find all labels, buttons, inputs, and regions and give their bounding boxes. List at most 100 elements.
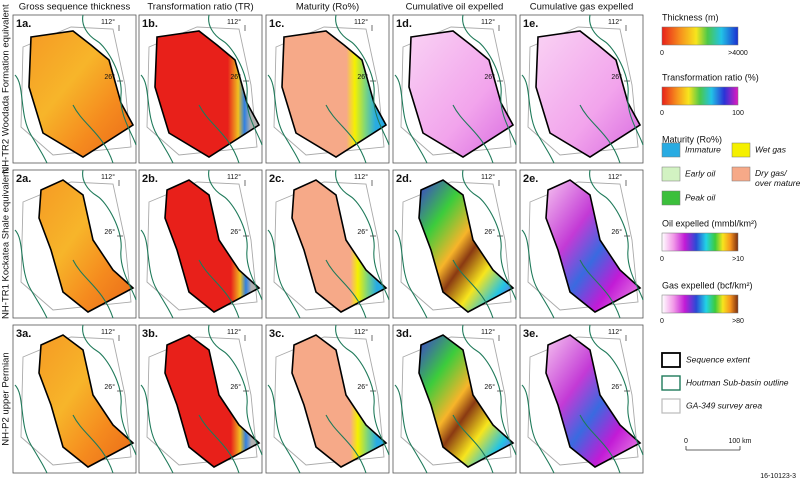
outline-label: Sequence extent (686, 354, 750, 364)
latitude-label: 26° (104, 73, 115, 81)
longitude-label: 112° (227, 173, 241, 181)
colorbar-max: >10 (732, 256, 744, 263)
longitude-label: 112° (608, 173, 622, 181)
scale-min: 0 (684, 438, 688, 445)
panel-label: 3d. (396, 328, 412, 340)
column-header: Maturity (Ro%) (296, 2, 359, 13)
basin-outline (267, 169, 390, 319)
panel-label: 2d. (396, 173, 412, 185)
latitude-label: 26° (357, 73, 368, 81)
map-panel: 112° 26° 3d. (392, 324, 517, 474)
panel-label: 2a. (16, 173, 31, 185)
basin-outline (14, 169, 137, 319)
longitude-label: 112° (481, 173, 495, 181)
outline-swatch (661, 398, 681, 414)
longitude-label: 112° (354, 18, 368, 26)
latitude-label: 26° (611, 228, 622, 236)
basin-outline (140, 324, 263, 474)
longitude-label: 112° (354, 328, 368, 336)
legend-title: Gas expelled (bcf/km²) (662, 280, 753, 290)
map-panel: 112° 26° 3b. (138, 324, 263, 474)
column-header: Cumulative gas expelled (530, 2, 634, 13)
outline-label: GA-349 survey area (686, 400, 762, 410)
panel-label: 1b. (142, 18, 158, 30)
sequence-extent (291, 179, 388, 313)
colorbar-min: 0 (660, 318, 664, 325)
basin-outline (267, 324, 390, 474)
colorbar-max: 100 (732, 110, 744, 117)
basin-outline (140, 14, 263, 164)
panel-label: 2b. (142, 173, 158, 185)
scale-max: 100 km (729, 438, 752, 445)
row-label: NH-TR2 Woodada Formation equivalent (1, 4, 12, 174)
sequence-extent (38, 179, 135, 313)
basin-outline (521, 324, 644, 474)
latitude-label: 26° (484, 228, 495, 236)
map-panel: 112° 26° 1b. (138, 14, 263, 164)
panel-label: 3c. (269, 328, 284, 340)
basin-outline (14, 324, 137, 474)
latitude-label: 26° (484, 73, 495, 81)
longitude-label: 112° (227, 328, 241, 336)
legend-title: Maturity (Ro%) (662, 134, 722, 144)
basin-outline (394, 14, 517, 164)
maturity-swatch (661, 190, 681, 206)
basin-outline (394, 169, 517, 319)
basin-outline (14, 14, 137, 164)
maturity-label: Dry gas/over mature (755, 168, 800, 188)
basin-outline (267, 14, 390, 164)
colorbar (661, 294, 739, 314)
longitude-label: 112° (481, 18, 495, 26)
colorbar-max: >4000 (728, 50, 748, 57)
longitude-label: 112° (101, 18, 115, 26)
map-panel: 112° 26° 1a. (12, 14, 137, 164)
sequence-extent (38, 334, 135, 468)
latitude-label: 26° (104, 383, 115, 391)
maturity-label: Early oil (685, 168, 716, 178)
sequence-extent (164, 334, 261, 468)
column-header: Gross sequence thickness (19, 2, 131, 13)
panel-label: 1d. (396, 18, 412, 30)
maturity-label: Wet gas (755, 144, 787, 154)
maturity-label: Immature (685, 144, 721, 154)
latitude-label: 26° (357, 383, 368, 391)
column-header: Cumulative oil expelled (406, 2, 504, 13)
column-header: Transformation ratio (TR) (147, 2, 253, 13)
map-panel: 112° 26° 3e. (519, 324, 644, 474)
sequence-extent (545, 334, 642, 468)
longitude-label: 112° (608, 18, 622, 26)
legend-title: Transformation ratio (%) (662, 72, 759, 82)
colorbar-max: >80 (732, 318, 744, 325)
map-panel: 112° 26° 2c. (265, 169, 390, 319)
sequence-extent (545, 179, 642, 313)
outline-swatch (661, 352, 681, 368)
sequence-extent (154, 30, 261, 158)
outline-label: Houtman Sub-basin outline (686, 377, 789, 387)
row-label: NH-TR1 Kockatea Shale equivalent (1, 169, 12, 319)
map-panel: 112° 26° 2e. (519, 169, 644, 319)
maturity-swatch (661, 142, 681, 158)
map-panel: 112° 26° 1d. (392, 14, 517, 164)
longitude-label: 112° (481, 328, 495, 336)
figure-id: 16-10123-3 (760, 473, 796, 480)
panel-label: 2c. (269, 173, 284, 185)
maturity-swatch (731, 142, 751, 158)
sequence-extent (418, 179, 515, 313)
legend-title: Oil expelled (mmbl/km²) (662, 218, 757, 228)
panel-label: 1e. (523, 18, 538, 30)
colorbar-min: 0 (660, 110, 664, 117)
row-label: NH-P2 upper Permian (1, 352, 12, 445)
basin-outline (140, 169, 263, 319)
sequence-extent (28, 30, 135, 158)
sequence-extent (408, 30, 515, 158)
latitude-label: 26° (230, 383, 241, 391)
colorbar-min: 0 (660, 50, 664, 57)
panel-label: 2e. (523, 173, 538, 185)
colorbar (661, 86, 739, 106)
longitude-label: 112° (101, 173, 115, 181)
panel-label: 3e. (523, 328, 538, 340)
colorbar (661, 232, 739, 252)
panel-label: 1a. (16, 18, 31, 30)
sequence-extent (164, 179, 261, 313)
